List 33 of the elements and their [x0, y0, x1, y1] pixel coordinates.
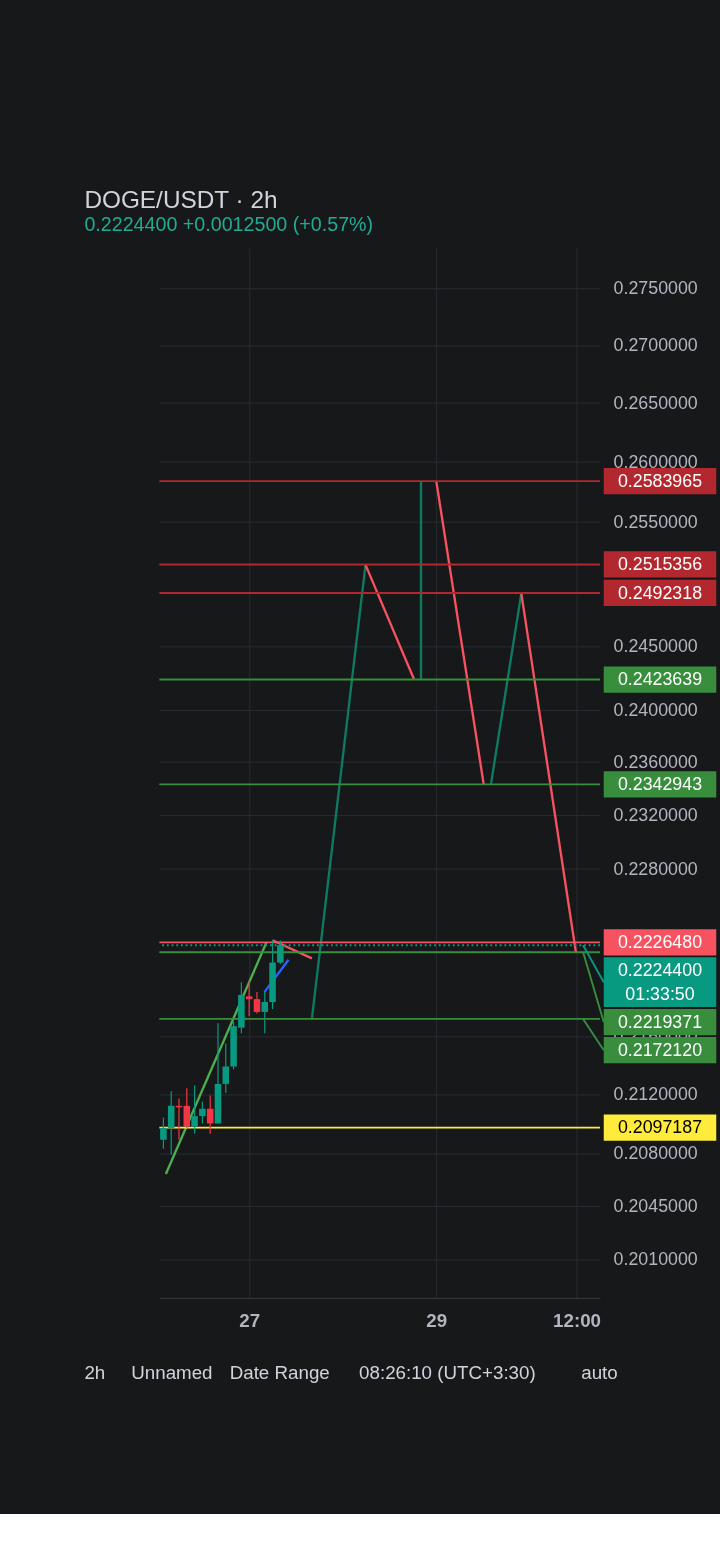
text: 08:26:10 (UTC+3:30)	[359, 1361, 536, 1383]
y-tick-label: 0.2650000	[613, 393, 698, 414]
y-tick-label: 0.2120000	[613, 1084, 698, 1105]
y-tick-label: 0.2700000	[613, 335, 698, 356]
y-tick-label: 0.2280000	[613, 858, 698, 879]
ref-line-label: 0.2226480	[617, 931, 703, 952]
chart-title: DOGE/USDT · 2h	[84, 185, 278, 213]
ref-line-label: 0.2423639	[617, 669, 703, 690]
y-tick-label: 0.2750000	[613, 278, 698, 299]
y-tick-label: 0.2080000	[613, 1143, 698, 1164]
ref-line-label: 0.2492318	[617, 582, 703, 603]
ref-line-label: 0.2583965	[617, 470, 703, 491]
y-tick-label: 0.2360000	[613, 752, 698, 773]
x-tick-label: 27	[239, 1309, 261, 1331]
y-tick-label: 0.2400000	[613, 699, 698, 720]
ref-line-label: 0.2515356	[617, 554, 703, 575]
y-tick-label: 0.2600000	[613, 452, 698, 473]
y-tick-label: 0.2550000	[613, 512, 698, 533]
ref-line-label: 0.2219371	[617, 1011, 703, 1032]
text: 2h	[84, 1361, 106, 1383]
text: Unnamed	[131, 1361, 213, 1383]
y-tick-label: 0.2045000	[613, 1195, 698, 1216]
ref-line-label: 0.2097187	[617, 1117, 703, 1138]
legend-label: 0.2224400 01:33:50	[617, 960, 703, 1004]
chart-subtitle: 0.2224400 +0.0012500 (+0.57%)	[84, 213, 374, 236]
x-tick-label: 29	[426, 1309, 448, 1331]
x-tick-label: 12:00	[553, 1309, 602, 1331]
text: auto	[581, 1361, 618, 1383]
y-tick-label: 0.2010000	[613, 1249, 698, 1270]
text: Date Range	[229, 1361, 330, 1383]
ref-line-label: 0.2342943	[617, 774, 703, 795]
y-tick-label: 0.2450000	[613, 636, 698, 657]
y-tick-label: 0.2320000	[613, 804, 698, 825]
